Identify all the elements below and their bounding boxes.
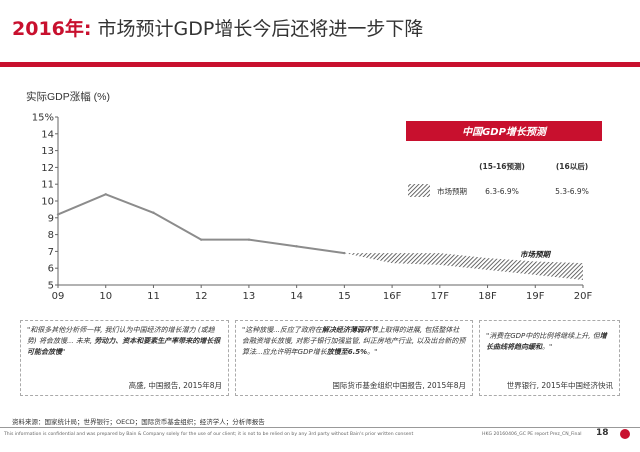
quote-2-text: "这种放慢...反应了政府在 <box>242 326 322 334</box>
quote-box-imf: "这种放慢...反应了政府在解决经济薄弱环节上取得的进展, 包括整体社会融资增长… <box>235 320 473 396</box>
legend-col1-header: (15-16预测) <box>479 161 525 171</box>
data-point <box>343 251 346 255</box>
y-tick-label: 9 <box>48 213 54 224</box>
x-tick-label: 12 <box>195 291 208 302</box>
y-tick-label: 10 <box>41 197 54 208</box>
x-tick-label: 20F <box>574 291 593 302</box>
page-number: 18 <box>596 428 609 438</box>
data-point <box>295 245 298 248</box>
y-tick-label: 11 <box>41 180 54 191</box>
legend-col2-header: (16以后) <box>556 161 588 171</box>
quote-1-source: 高盛, 中国报告, 2015年8月 <box>128 381 222 390</box>
legend-row-val1: 6.3-6.9% <box>485 187 519 196</box>
quote-1-end: " <box>62 348 66 356</box>
quote-3-end: 。" <box>542 343 553 351</box>
quote-box-goldman: "和很多其他分析师一样, 我们认为中国经济的增长潜力 (或趋势) 将会放慢...… <box>20 320 229 396</box>
y-tick-label: 7 <box>48 247 54 258</box>
band-label: 市场预期 <box>520 250 551 259</box>
x-tick-label: 10 <box>99 291 112 302</box>
quote-3-source: 世界银行, 2015年中国经济快讯 <box>506 381 613 390</box>
footer-divider <box>0 427 640 428</box>
title-text: 市场预计GDP增长今后还将进一步下降 <box>91 18 424 40</box>
y-tick-label: 8 <box>48 230 54 241</box>
logo-icon <box>620 429 630 439</box>
legend-swatch <box>408 184 430 197</box>
x-tick-label: 19F <box>526 291 545 302</box>
forecast-band <box>344 253 583 280</box>
legend-banner <box>406 121 602 141</box>
quote-1-text: "和很多其他分析师一样, 我们认为中国经济的增长潜力 (或趋势) 将会放慢...… <box>27 326 215 345</box>
source-note: 资料来源：国家统计局；世界银行；OECD；国际货币基金组织；经济学人；分析师报告 <box>12 418 265 426</box>
x-tick-label: 15 <box>338 291 351 302</box>
report-reference: HKG 20160406_GC PE report Prez_CN_Final <box>482 432 582 437</box>
x-tick-label: 18F <box>478 291 497 302</box>
gdp-chart: 实际GDP涨幅 (%) 5 6 7 8 9 10 11 12 13 14 15% 09 10 11 12 13… <box>26 90 602 302</box>
quote-1-bold: 劳动力、资本和要素生产率带来的增长很可能会放慢 <box>27 337 221 356</box>
quote-2-bold: 解决经济薄弱环节 <box>321 326 378 334</box>
x-tick-label: 13 <box>243 291 256 302</box>
y-axis-label: 实际GDP涨幅 (%) <box>26 90 110 103</box>
x-tick-label: 16F <box>383 291 402 302</box>
data-point <box>104 193 107 196</box>
legend-banner-text: 中国GDP增长预测 <box>462 126 548 138</box>
y-tick-label: 14 <box>41 129 54 140</box>
quote-3-text: "消费在GDP中的比例将继续上升, 但 <box>486 332 600 340</box>
title-divider <box>0 62 640 67</box>
legend-row-label: 市场预期 <box>437 186 467 196</box>
x-tick-label: 09 <box>52 291 65 302</box>
disclaimer: This information is confidential and was… <box>4 432 414 437</box>
page-title: 2016年: 市场预计GDP增长今后还将进一步下降 <box>12 14 423 41</box>
quote-2-mid: 上取得的进展, 包括整体社会融资增长放慢, 对影子银行加强监管, 纠正房地产行业… <box>242 326 466 356</box>
series-line-actual-gdp <box>57 193 345 255</box>
y-tick-label: 12 <box>41 163 54 174</box>
data-point <box>199 238 203 241</box>
quote-2-end: 。" <box>367 348 378 356</box>
y-tick-label: 13 <box>41 146 54 157</box>
quote-2-bold2: 放慢至6.5% <box>326 348 368 356</box>
data-point <box>56 213 60 216</box>
title-year: 2016年: <box>12 18 92 40</box>
legend-row-val2: 5.3-6.9% <box>555 187 589 196</box>
quote-3-bold: 增长曲线将趋向缓和 <box>486 332 607 351</box>
data-point <box>152 211 155 214</box>
x-tick-label: 11 <box>147 291 160 302</box>
x-tick-label: 17F <box>431 291 450 302</box>
x-tick-label: 14 <box>290 291 303 302</box>
y-tick-label: 5 <box>48 281 54 292</box>
quote-2-source: 国际货币基金组织中国报告, 2015年8月 <box>332 381 466 390</box>
quote-box-worldbank: "消费在GDP中的比例将继续上升, 但增长曲线将趋向缓和。" 世界银行, 201… <box>479 320 620 396</box>
y-tick-label: 15% <box>32 113 54 124</box>
data-point <box>247 238 251 241</box>
y-tick-label: 6 <box>48 264 54 275</box>
